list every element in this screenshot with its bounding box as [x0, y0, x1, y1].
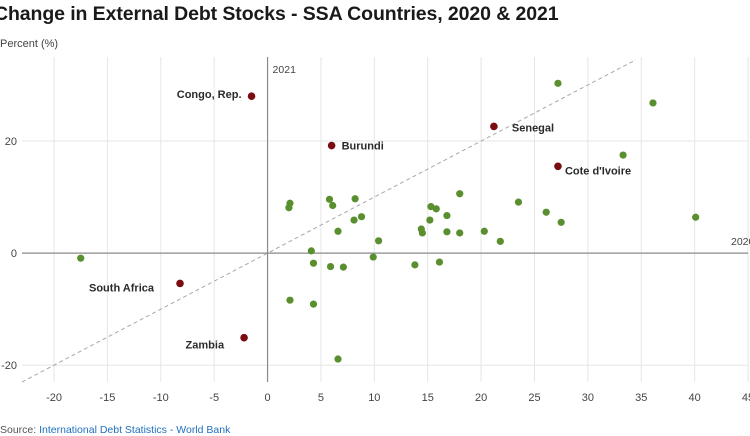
chart-title: Change in External Debt Stocks - SSA Cou…	[0, 3, 559, 25]
data-point	[325, 195, 334, 203]
data-point	[334, 227, 342, 235]
data-point	[557, 218, 565, 226]
data-point	[619, 151, 627, 159]
x-tick-label: -20	[46, 392, 62, 404]
point-label: Burundi	[342, 141, 384, 153]
data-point	[326, 262, 335, 271]
y-tick-label: -20	[1, 360, 17, 372]
data-point	[357, 213, 366, 221]
data-point	[456, 229, 464, 237]
data-point	[339, 263, 347, 271]
x-tick-label: 40	[688, 392, 700, 404]
x-tick-label: -15	[99, 392, 115, 404]
y-tick-label: 20	[5, 136, 17, 148]
data-point	[374, 237, 383, 245]
highlighted-point	[247, 92, 256, 101]
point-label: Zambia	[186, 340, 225, 352]
data-point	[480, 227, 488, 235]
data-point	[692, 213, 700, 221]
point-label: Congo, Rep.	[177, 89, 242, 101]
data-point	[554, 79, 562, 87]
x-tick-label: 25	[528, 392, 540, 404]
data-point	[77, 254, 85, 262]
points-layer	[77, 79, 700, 363]
x-tick-label: 15	[422, 392, 434, 404]
data-point	[496, 237, 504, 245]
data-point	[351, 195, 359, 203]
axis-layer: 2021 2020	[21, 57, 750, 383]
data-point	[350, 216, 358, 224]
data-point	[456, 190, 464, 198]
x-tick-label: -5	[209, 392, 219, 404]
horizontal-axis-title: 2020	[731, 236, 750, 248]
highlighted-point	[240, 333, 248, 342]
data-point	[309, 259, 318, 267]
x-tick-label: 30	[582, 392, 594, 404]
grid-layer: -20 -15 -10 -5 0 5 10 15 20 25 30 35 40 45 -20 0 20	[1, 57, 750, 404]
x-tick-label: 5	[318, 392, 324, 404]
y-axis-label: Percent (%)	[0, 38, 59, 50]
source-link[interactable]: International Debt Statistics - World Ba…	[39, 424, 231, 436]
data-point	[443, 211, 451, 220]
data-point	[307, 247, 315, 255]
highlighted-point	[554, 162, 562, 171]
data-point	[542, 208, 550, 216]
y-tick-label: 0	[11, 248, 17, 260]
labels-layer: Congo, Rep. Burundi Senegal Cote d'Ivoire So…	[89, 89, 631, 352]
x-tick-label: 35	[635, 392, 647, 404]
highlighted-point	[176, 279, 184, 288]
point-label: Senegal	[512, 122, 554, 134]
highlighted-point	[327, 141, 336, 150]
data-point	[426, 216, 434, 224]
x-tick-label: 0	[264, 392, 270, 404]
reference-line-diagonal	[21, 59, 637, 383]
data-point	[418, 229, 426, 237]
data-point	[285, 204, 293, 212]
data-point	[286, 296, 294, 304]
data-point	[514, 198, 523, 206]
x-tick-label: 45	[742, 392, 750, 404]
data-point	[443, 228, 451, 236]
data-point	[435, 258, 444, 266]
data-point	[432, 205, 440, 213]
point-label: Cote d'Ivoire	[565, 165, 631, 177]
source-prefix: Source:	[0, 424, 40, 436]
x-tick-label: -10	[153, 392, 169, 404]
source-note: Source: International Debt Statistics - …	[0, 424, 230, 436]
point-label: South Africa	[89, 282, 155, 294]
data-point	[309, 300, 318, 308]
data-point	[649, 99, 657, 107]
data-point	[411, 261, 419, 269]
data-point	[334, 355, 342, 363]
data-point	[329, 201, 337, 210]
x-tick-label: 20	[475, 392, 487, 404]
x-tick-label: 10	[368, 392, 380, 404]
highlighted-point	[490, 122, 498, 131]
vertical-axis-title: 2021	[273, 64, 297, 76]
data-point	[369, 253, 377, 261]
